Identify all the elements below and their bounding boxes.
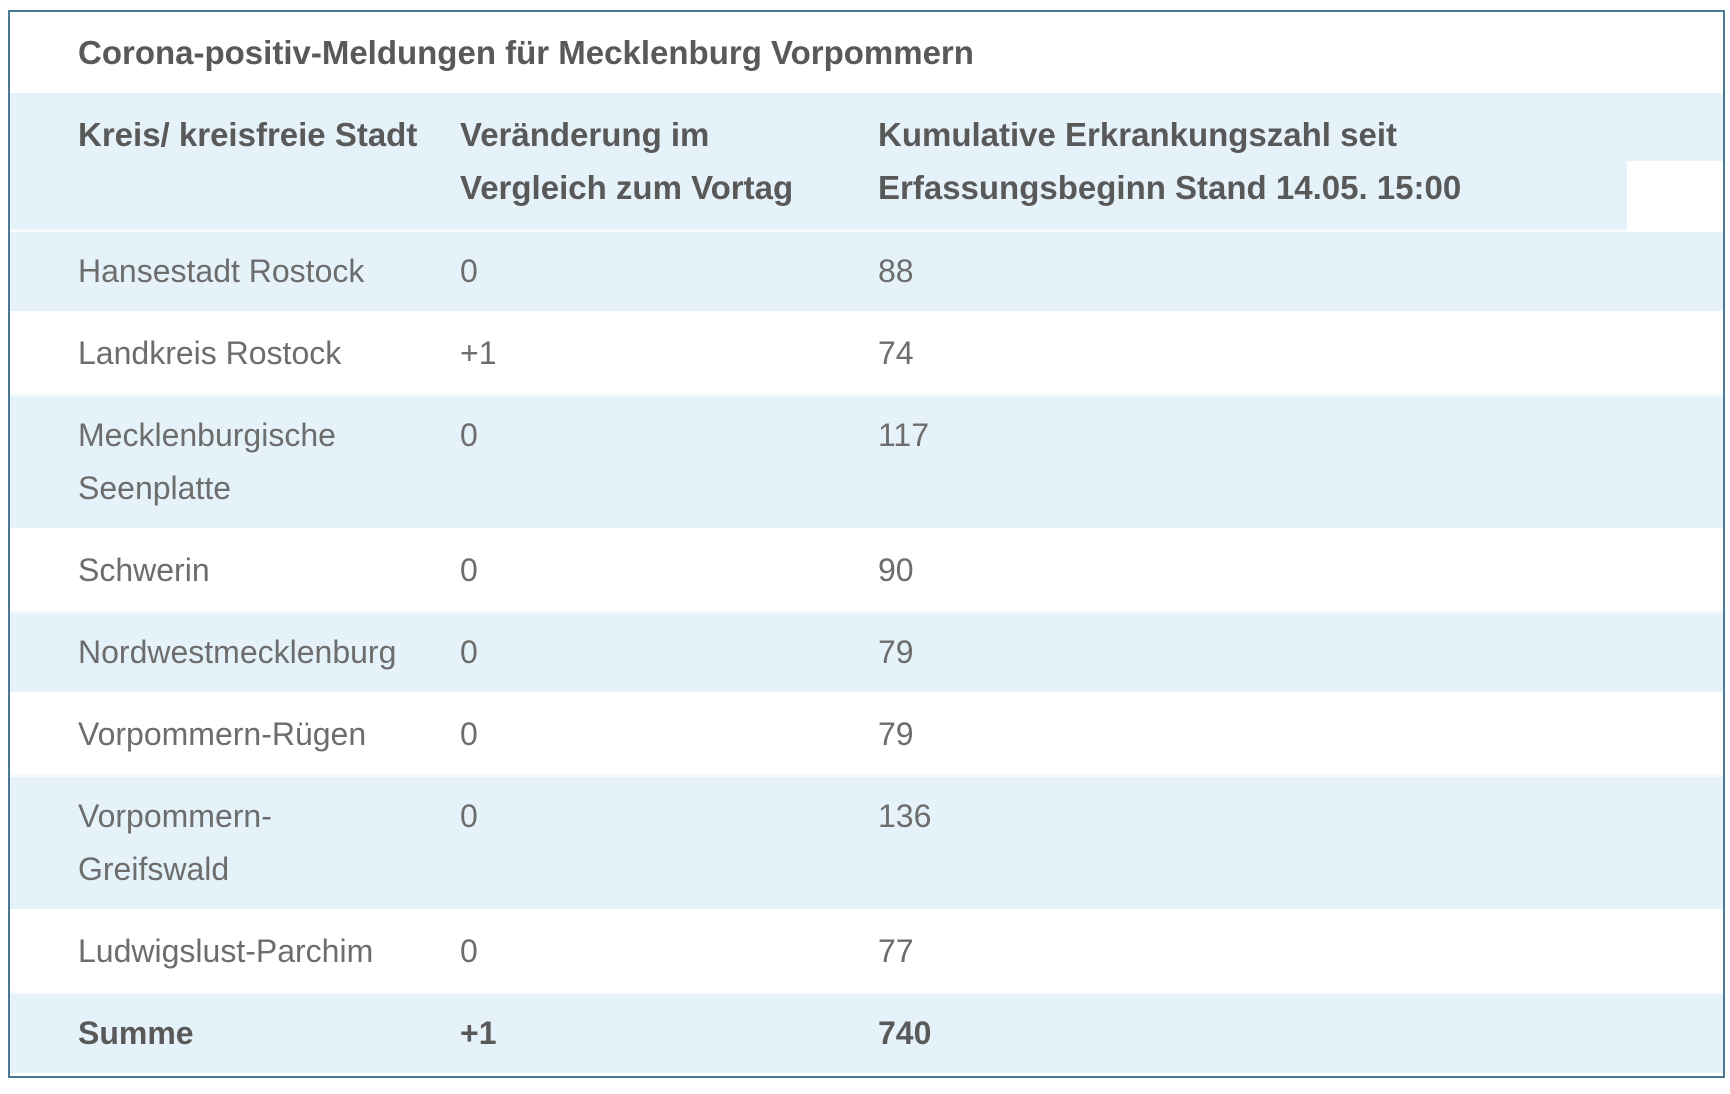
cell-region: Summe xyxy=(78,1015,194,1051)
table-row-vorpommern-ruegen: Vorpommern-Rügen 0 79 xyxy=(10,692,1723,774)
cell-change: 0 xyxy=(460,634,478,670)
cell-region: Mecklenburgische Seenplatte xyxy=(78,417,336,506)
white-overlay-patch xyxy=(1627,161,1723,231)
table-title: Corona-positiv-Meldungen für Mecklenburg… xyxy=(78,33,974,71)
table-row-nordwestmecklenburg: Nordwestmecklenburg 0 79 xyxy=(10,610,1723,692)
cell-change: 0 xyxy=(460,552,478,588)
header-kreis: Kreis/ kreisfreie Stadt xyxy=(78,116,418,153)
cell-region: Landkreis Rostock xyxy=(78,335,342,371)
cell-cumulative: 79 xyxy=(878,716,914,752)
cell-change: +1 xyxy=(460,335,497,371)
table-row-hansestadt-rostock: Hansestadt Rostock 0 88 xyxy=(10,229,1723,311)
table-row-ludwigslust-parchim: Ludwigslust-Parchim 0 77 xyxy=(10,909,1723,991)
cell-region: Vorpommern- Greifswald xyxy=(78,798,272,887)
cell-cumulative: 88 xyxy=(878,253,914,289)
cell-change: 0 xyxy=(460,933,478,969)
cell-region: Hansestadt Rostock xyxy=(78,253,365,289)
table-row-schwerin: Schwerin 0 90 xyxy=(10,528,1723,610)
cell-region: Vorpommern-Rügen xyxy=(78,716,367,752)
cell-cumulative: 90 xyxy=(878,552,914,588)
cell-change: 0 xyxy=(460,716,478,752)
cell-region: Schwerin xyxy=(78,552,210,588)
cell-cumulative: 74 xyxy=(878,335,914,371)
table-row-vorpommern-greifswald: Vorpommern- Greifswald 0 136 xyxy=(10,774,1723,909)
header-kumulative: Kumulative Erkrankungszahl seit Erfassun… xyxy=(878,116,1462,206)
cell-change: 0 xyxy=(460,417,478,453)
cell-cumulative: 136 xyxy=(878,798,932,834)
table-title-row: Corona-positiv-Meldungen für Mecklenburg… xyxy=(10,12,1723,93)
cell-region: Nordwestmecklenburg xyxy=(78,634,397,670)
header-veraenderung: Veränderung im Vergleich zum Vortag xyxy=(460,116,794,206)
corona-table: Corona-positiv-Meldungen für Mecklenburg… xyxy=(8,10,1725,1078)
table-row-summe: Summe +1 740 xyxy=(10,991,1723,1073)
table-row-mecklenburgische-seenplatte: Mecklenburgische Seenplatte 0 117 xyxy=(10,393,1723,528)
cell-cumulative: 117 xyxy=(878,417,930,453)
cell-cumulative: 79 xyxy=(878,634,914,670)
cell-region: Ludwigslust-Parchim xyxy=(78,933,374,969)
cell-cumulative: 740 xyxy=(878,1015,932,1051)
table-row-landkreis-rostock: Landkreis Rostock +1 74 xyxy=(10,311,1723,393)
table-header-row: Kreis/ kreisfreie Stadt Veränderung im V… xyxy=(10,93,1723,229)
cell-cumulative: 77 xyxy=(878,933,914,969)
cell-change: 0 xyxy=(460,798,478,834)
cell-change: +1 xyxy=(460,1015,497,1051)
cell-change: 0 xyxy=(460,253,478,289)
